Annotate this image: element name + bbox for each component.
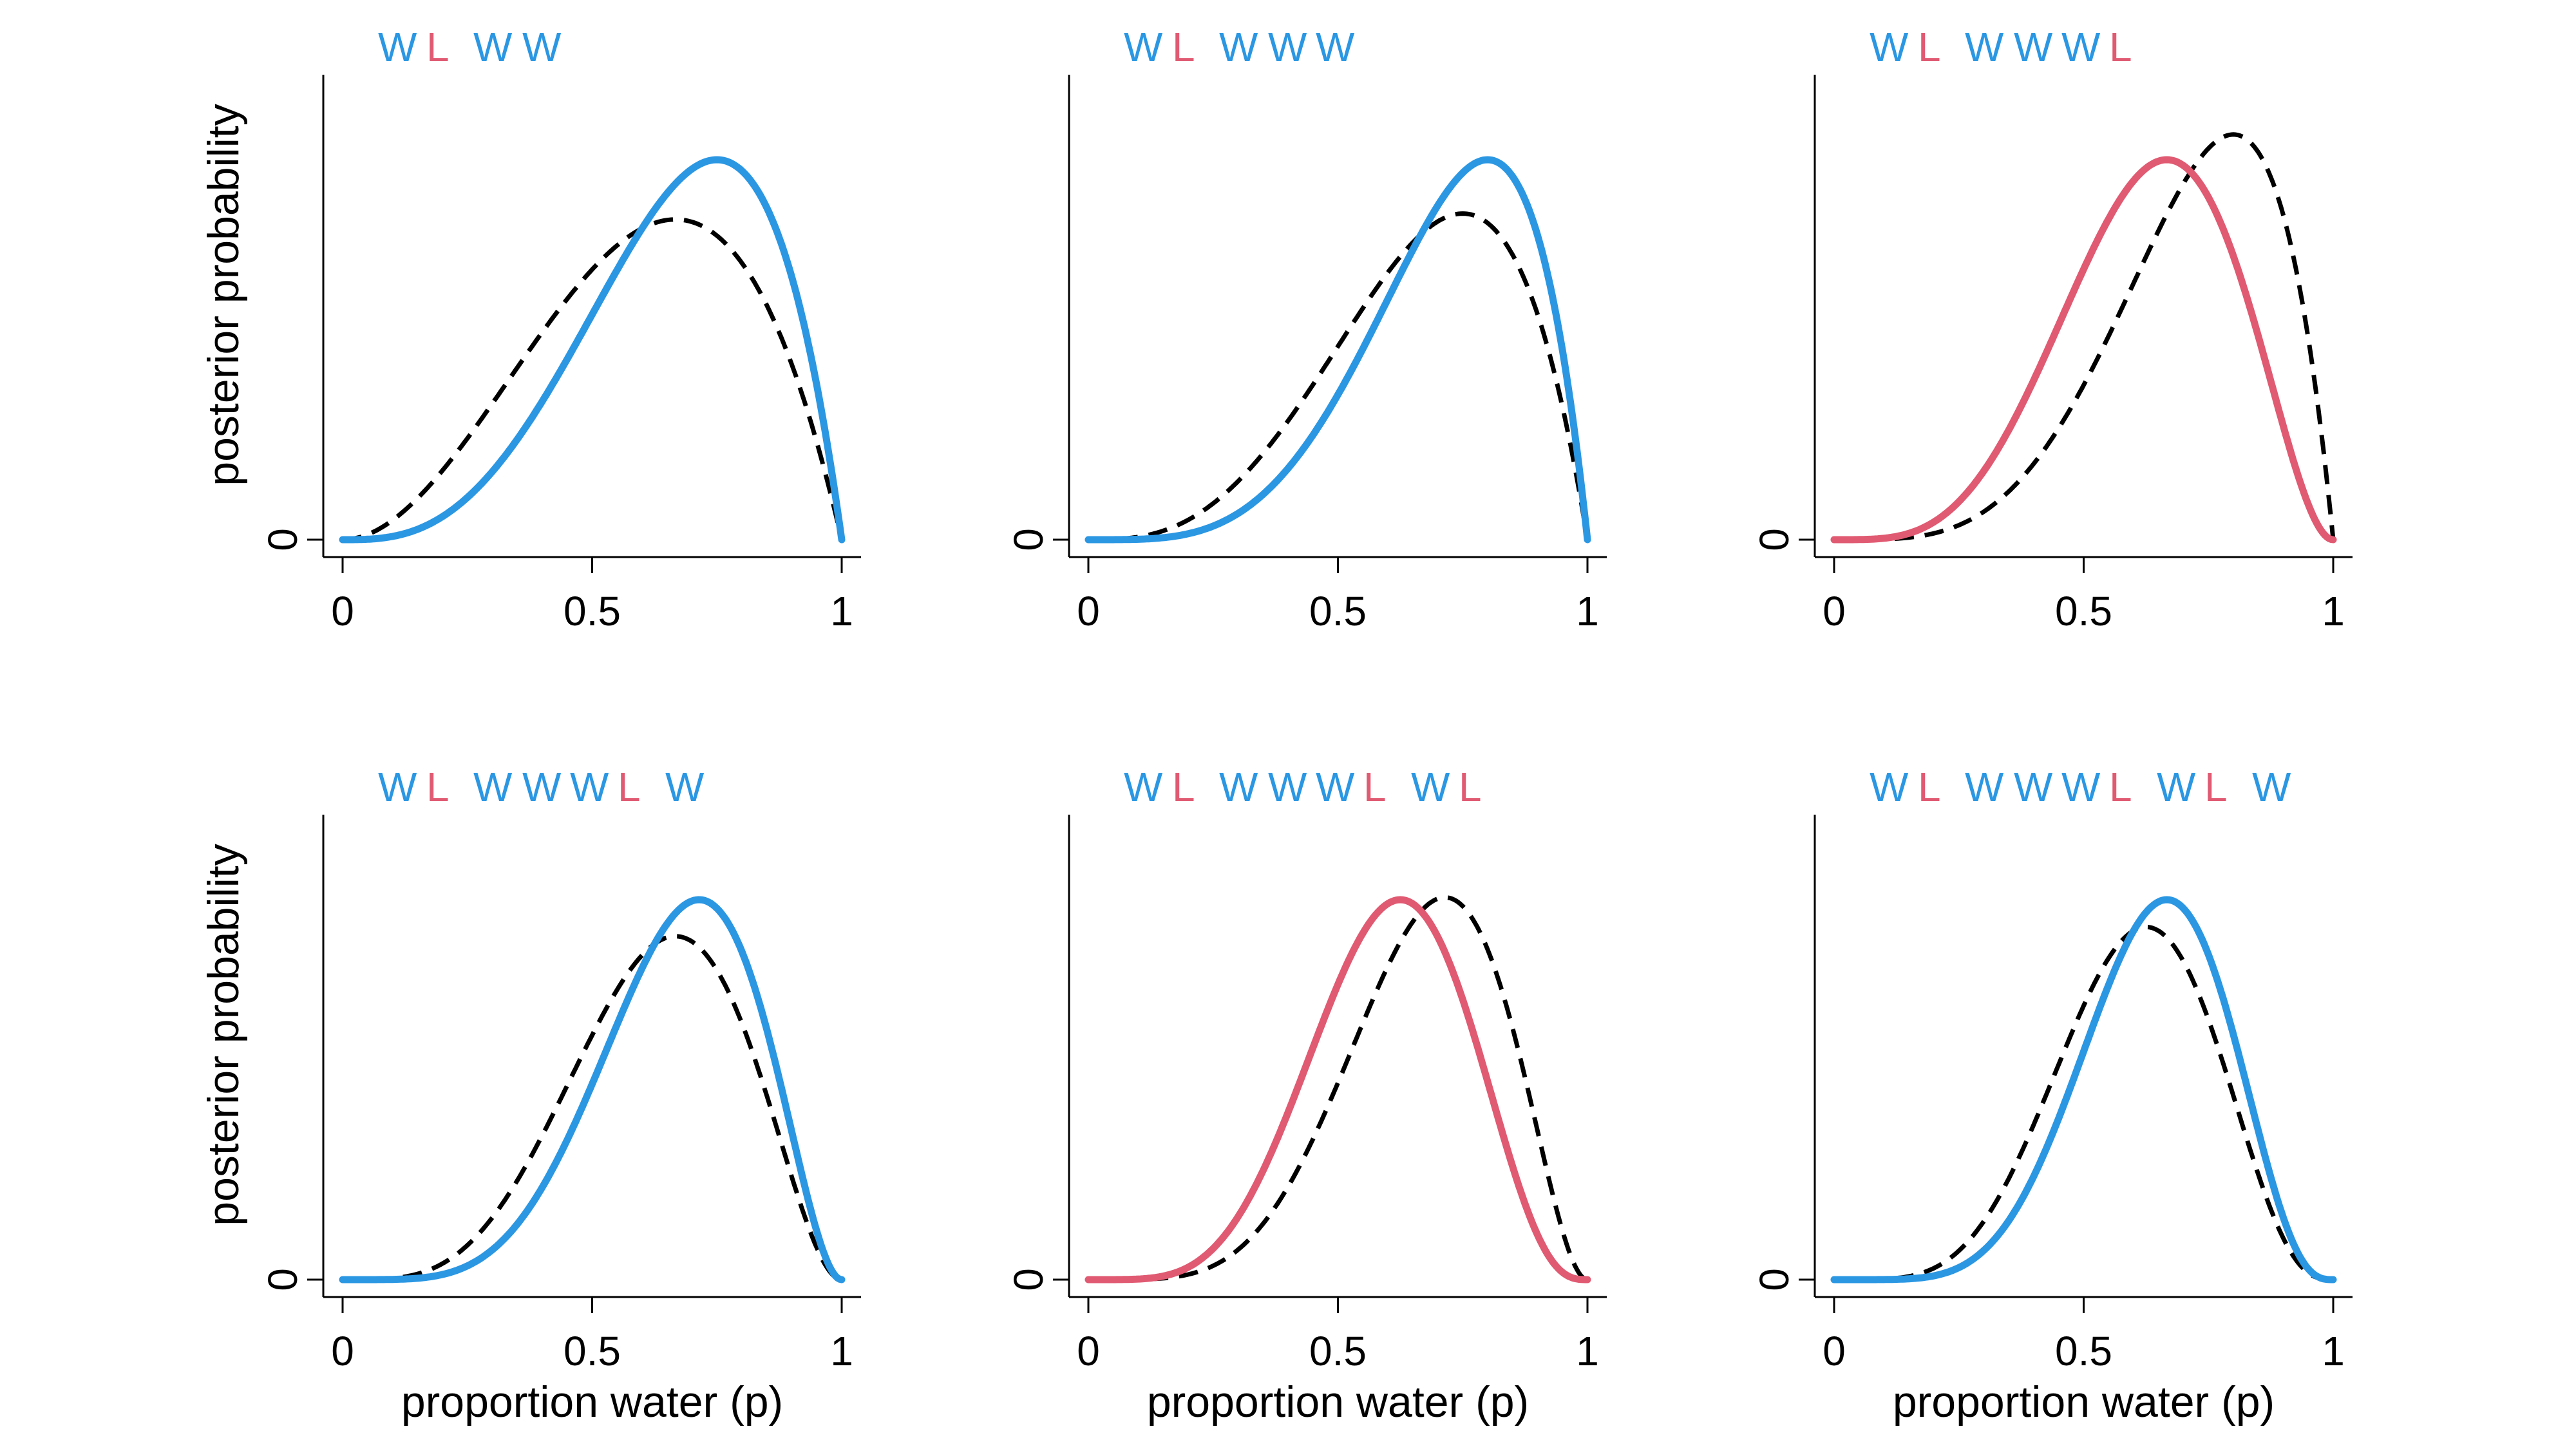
y-tick-label: 0 — [1005, 528, 1052, 551]
x-tick-label: 1 — [830, 588, 853, 634]
sequence-letter: L — [1172, 24, 1195, 70]
sequence-letter: W — [1965, 764, 2004, 810]
x-tick-label: 0 — [1823, 588, 1846, 634]
x-tick-label: 0 — [331, 588, 354, 634]
sequence-letter: W — [1268, 764, 1307, 810]
x-tick-label: 1 — [830, 1328, 853, 1374]
sequence-letter: W — [2252, 764, 2291, 810]
x-tick-label: 1 — [1576, 588, 1599, 634]
sequence-letter: W — [570, 764, 609, 810]
x-tick-label: 0.5 — [1309, 1328, 1367, 1374]
sequence-letter: W — [378, 764, 417, 810]
x-tick-label: 0.5 — [2055, 1328, 2112, 1374]
current-posterior-line — [1830, 896, 2337, 1283]
x-tick-label: 0 — [331, 1328, 354, 1374]
sequence-letter: W — [1965, 24, 2004, 70]
sequence-letter: W — [1268, 24, 1307, 70]
x-tick-label: 0.5 — [564, 1328, 621, 1374]
sequence-letter: W — [378, 24, 417, 70]
sequence-letter: W — [1219, 24, 1258, 70]
x-tick-label: 0 — [1077, 588, 1100, 634]
x-tick-label: 0 — [1823, 1328, 1846, 1374]
current-posterior-line — [1084, 156, 1591, 544]
x-tick-label: 0 — [1077, 1328, 1100, 1374]
x-tick-label: 0.5 — [1309, 588, 1367, 634]
panel-2: 0 0.5 10W L W W W — [1005, 24, 1607, 634]
panel-3: 0 0.5 10W L W W W L — [1751, 24, 2353, 634]
sequence-letter: L — [426, 24, 450, 70]
previous-posterior-line — [1088, 211, 1590, 542]
y-tick-label: 0 — [1751, 528, 1797, 551]
sequence-letter: L — [1172, 764, 1195, 810]
sequence-letter: W — [1124, 764, 1163, 810]
sequence-letter: W — [1411, 764, 1450, 810]
current-posterior-line — [339, 156, 846, 544]
sequence-letter: W — [2061, 764, 2101, 810]
y-axis-label: posterior probability — [199, 104, 248, 486]
y-tick-label: 0 — [1005, 1268, 1052, 1291]
y-tick-label: 0 — [260, 528, 306, 551]
sequence-letter: L — [426, 764, 450, 810]
x-axis-label: proportion water (p) — [1147, 1378, 1529, 1426]
sequence-letter: W — [1316, 24, 1355, 70]
current-posterior-line — [339, 896, 846, 1283]
sequence-letter: W — [1870, 764, 1909, 810]
current-posterior-line — [1084, 896, 1591, 1283]
sequence-letter: W — [2061, 24, 2101, 70]
x-axis-label: proportion water (p) — [401, 1378, 783, 1426]
sequence-letter: W — [473, 24, 513, 70]
sequence-letter: W — [473, 764, 513, 810]
x-tick-label: 0.5 — [564, 588, 621, 634]
sequence-letter: W — [2014, 764, 2053, 810]
sequence-letter: W — [2157, 764, 2196, 810]
x-tick-label: 1 — [1576, 1328, 1599, 1374]
y-tick-label: 0 — [1751, 1268, 1797, 1291]
sequence-letter: L — [1363, 764, 1387, 810]
previous-posterior-line — [1834, 132, 2336, 542]
x-tick-label: 1 — [2322, 1328, 2345, 1374]
sequence-letter: W — [2014, 24, 2053, 70]
sequence-letter: W — [665, 764, 705, 810]
sequence-letter: L — [1918, 24, 1941, 70]
x-axis-label: proportion water (p) — [1893, 1378, 2275, 1426]
sequence-letter: W — [1870, 24, 1909, 70]
previous-posterior-line — [342, 217, 844, 542]
sequence-letter: W — [522, 24, 562, 70]
current-posterior-line — [1830, 156, 2337, 544]
sequence-letter: L — [1918, 764, 1941, 810]
sequence-letter: L — [2109, 24, 2132, 70]
sequence-letter: L — [2204, 764, 2228, 810]
sequence-letter: L — [1459, 764, 1482, 810]
x-tick-label: 0.5 — [2055, 588, 2112, 634]
sequence-letter: W — [1124, 24, 1163, 70]
previous-posterior-line — [1088, 895, 1588, 1282]
sequence-letter: L — [618, 764, 641, 810]
sequence-letter: W — [522, 764, 562, 810]
previous-posterior-line — [343, 934, 842, 1282]
y-tick-label: 0 — [260, 1268, 306, 1291]
sequence-letter: W — [1219, 764, 1258, 810]
y-axis-label: posterior probability — [199, 844, 248, 1226]
x-tick-label: 1 — [2322, 588, 2345, 634]
sequence-letter: W — [1316, 764, 1355, 810]
previous-posterior-line — [1834, 924, 2333, 1282]
sequence-letter: L — [2109, 764, 2132, 810]
